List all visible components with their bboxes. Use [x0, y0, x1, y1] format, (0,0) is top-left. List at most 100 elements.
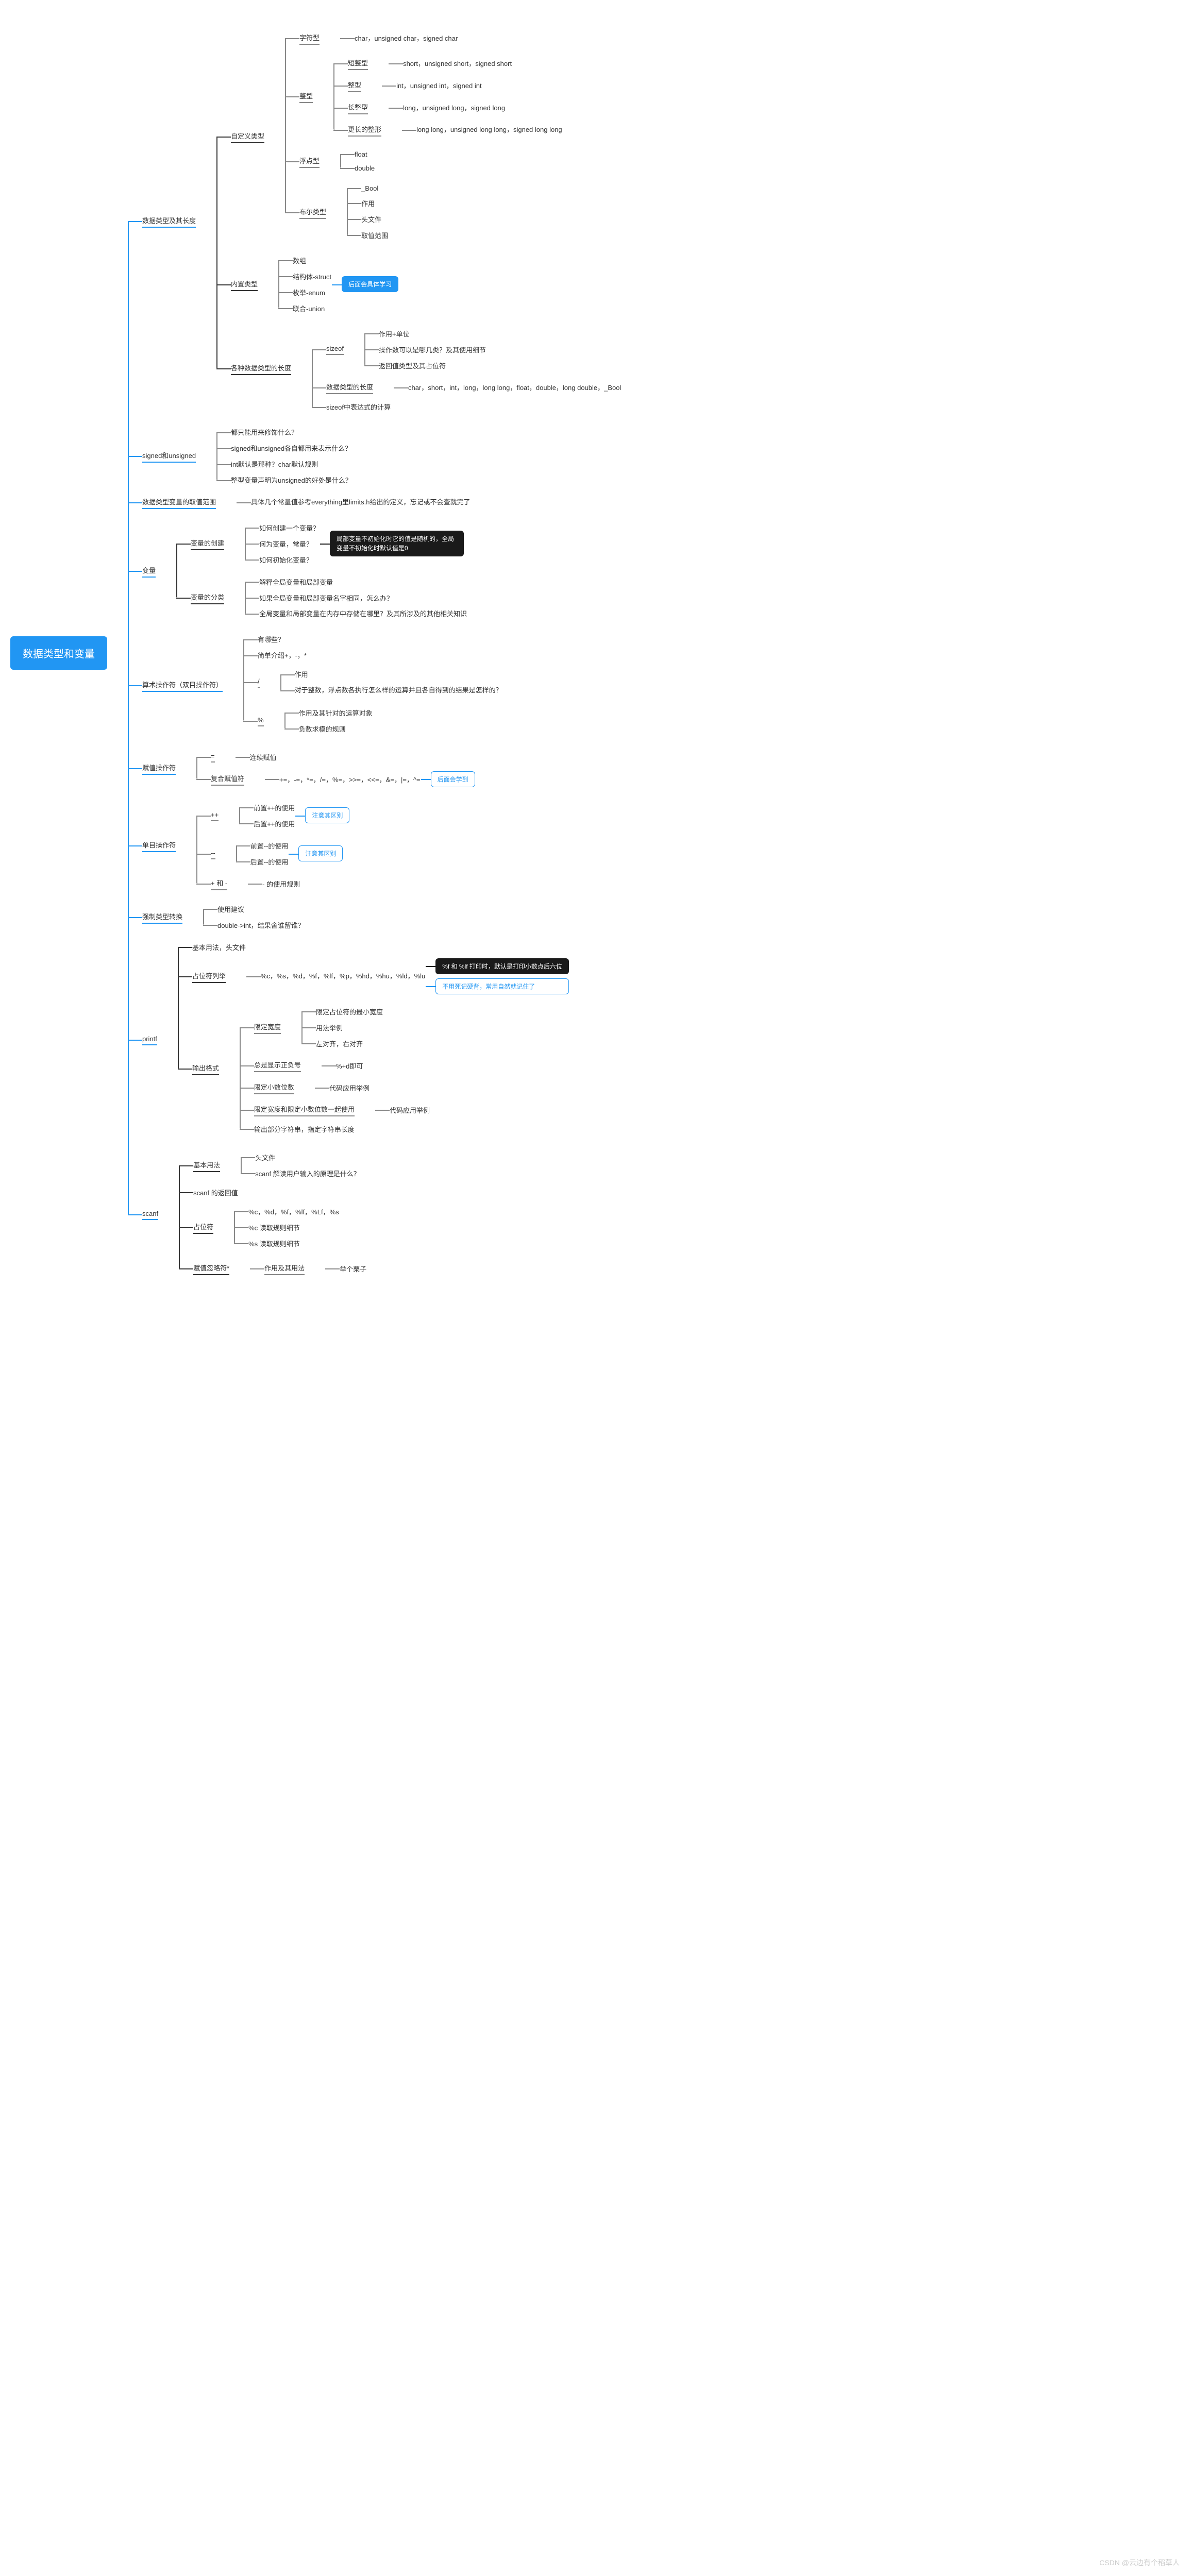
tag-pp-note: 注意其区别 [305, 807, 349, 823]
leaf: %+d即可 [336, 1061, 363, 1071]
node-mm: -- [211, 848, 215, 859]
node-int-type: 整型 [299, 90, 313, 103]
leaf: 使用建议 [217, 905, 244, 914]
node-scanf: scanf [142, 1209, 158, 1220]
node-sc-ig: 赋值忽略符* [193, 1262, 229, 1275]
node-printf: printf [142, 1034, 157, 1045]
tag-mm-note: 注意其区别 [298, 845, 343, 861]
leaf: 解释全局变量和局部变量 [259, 578, 333, 587]
leaf: 头文件 [361, 215, 381, 225]
leaf: long，unsigned long，signed long [403, 103, 505, 113]
node-var: 变量 [142, 564, 156, 578]
leaf: 如何创建一个变量？ [259, 523, 320, 533]
node-assign: 赋值操作符 [142, 761, 176, 775]
leaf: 数组 [293, 256, 306, 266]
leaf: 枚举-enum [293, 288, 325, 298]
leaf: 整型变量声明为unsigned的好处是什么？ [231, 476, 352, 485]
leaf: 用法举例 [316, 1023, 343, 1033]
leaf: long long，unsigned long long，signed long… [416, 125, 562, 134]
leaf: double->int，结果舍谁留谁？ [217, 921, 305, 930]
leaf: - 的使用规则 [262, 879, 300, 889]
node-eq: = [211, 751, 215, 762]
node-mod: % [258, 715, 264, 726]
node-comp: 复合赋值符 [211, 772, 244, 786]
leaf: char，unsigned char，signed char [355, 33, 458, 43]
node-pf-fmt: 输出格式 [192, 1062, 219, 1075]
leaf: 作用及其针对的运算对象 [299, 708, 373, 718]
node-range: 数据类型变量的取值范围 [142, 496, 216, 509]
leaf: 整型 [348, 79, 361, 92]
leaf: 操作数可以是哪几类？及其使用细节 [379, 345, 486, 355]
leaf: 联合-union [293, 304, 325, 314]
leaf: 头文件 [255, 1153, 275, 1163]
leaf: int，unsigned int，signed int [396, 81, 482, 91]
leaf: 连续赋值 [250, 753, 277, 762]
tag-learn-later2: 后面会学到 [431, 771, 475, 787]
leaf: 前置++的使用 [254, 803, 295, 813]
node-pf-wd: 限定宽度和限定小数位数一起使用 [254, 1103, 355, 1116]
leaf: 如何初始化变量？ [259, 555, 313, 565]
leaf: 何为变量，常量？ [259, 539, 313, 549]
leaf: 有哪些？ [258, 635, 284, 645]
level1-list: 数据类型及其长度 自定义类型 字符型 char，unsigned char，si… [107, 21, 621, 1286]
node-custom-type: 自定义类型 [231, 130, 264, 143]
node-pm: + 和 - [211, 877, 227, 890]
leaf: 作用 [295, 670, 308, 680]
leaf: 作用及其用法 [264, 1262, 305, 1275]
leaf: 基本用法，头文件 [192, 943, 246, 953]
leaf: 后置--的使用 [250, 857, 289, 867]
node-datatype-len: 数据类型及其长度 [142, 214, 196, 228]
leaf: 返回值类型及其占位符 [379, 361, 446, 371]
node-signed: signed和unsigned [142, 449, 196, 463]
leaf: %c，%d，%f，%lf，%Lf，%s [248, 1207, 339, 1217]
leaf: 如果全局变量和局部变量名字相同，怎么办？ [259, 594, 393, 603]
leaf: %c 读取规则细节 [248, 1223, 300, 1233]
node-sc-basic: 基本用法 [193, 1159, 220, 1172]
node-pf-ph: 占位符列举 [192, 970, 226, 983]
leaf: +=，-=，*=，/=，%=，>>=，<<=，&=，|=，^= [279, 775, 421, 785]
leaf: 输出部分字符串，指定字符串长度 [254, 1125, 355, 1134]
leaf: %c，%s，%d，%f，%lf，%p，%hd，%hu，%ld，%lu [261, 971, 425, 981]
node-pp: ++ [211, 810, 219, 821]
leaf: %s 读取规则细节 [248, 1239, 300, 1249]
leaf: 简单介绍+，-，* [258, 651, 307, 660]
leaf: scanf 解读用户输入的原理是什么？ [255, 1169, 360, 1179]
leaf: 限定占位符的最小宽度 [316, 1007, 383, 1017]
leaf: scanf 的返回值 [193, 1188, 238, 1198]
leaf: 短整型 [348, 57, 368, 70]
node-sc-ph: 占位符 [193, 1221, 213, 1234]
leaf: 结构体-struct [293, 272, 331, 282]
leaf: 具体几个常量值参考everything里limits.h给出的定义，忘记或不会查… [251, 497, 470, 507]
node-bool-type: 布尔类型 [299, 206, 326, 219]
tag-var-note: 局部变量不初始化时它的值是随机的，全局变量不初始化时默认值是0 [330, 531, 464, 556]
node-arith: 算术操作符（双目操作符） [142, 679, 223, 692]
node-dt-len: 数据类型的长度 [326, 381, 373, 394]
leaf: 对于整数，浮点数各执行怎么样的运算并且各自得到的结果是怎样的？ [295, 685, 502, 695]
leaf: 举个栗子 [340, 1264, 366, 1274]
node-var-create: 变量的创建 [191, 537, 224, 550]
leaf: 左对齐，右对齐 [316, 1039, 363, 1049]
leaf: sizeof中表达式的计算 [326, 402, 391, 412]
leaf: 全局变量和局部变量在内存中存储在哪里？及其所涉及的其他相关知识 [259, 609, 467, 619]
node-builtin-type: 内置类型 [231, 278, 258, 291]
leaf: _Bool [361, 183, 378, 193]
node-var-class: 变量的分类 [191, 591, 224, 604]
mindmap-root: 数据类型和变量 数据类型及其长度 自定义类型 字符型 char，unsigned… [10, 21, 1182, 1286]
node-pf-sign: 总是显示正负号 [254, 1059, 301, 1072]
tag-pf-note2: 不用死记硬背，常用自然就记住了 [435, 978, 569, 994]
leaf: 后置++的使用 [254, 819, 295, 829]
node-float-type: 浮点型 [299, 155, 320, 168]
leaf: double [355, 163, 375, 173]
leaf: char，short，int，long，long long，float，doub… [408, 383, 621, 393]
leaf: 负数求模的规则 [299, 724, 346, 734]
tag-pf-note1: %f 和 %lf 打印时，默认是打印小数点后六位 [435, 958, 569, 974]
leaf: int默认是那种？char默认规则 [231, 460, 318, 469]
leaf: 长整型 [348, 101, 368, 114]
leaf: float [355, 149, 367, 159]
node-sizeof: sizeof [326, 344, 344, 355]
node-unary: 单目操作符 [142, 839, 176, 852]
leaf: signed和unsigned各自都用来表示什么？ [231, 444, 351, 453]
node-pf-dec: 限定小数位数 [254, 1081, 294, 1094]
leaf: short，unsigned short，signed short [403, 59, 512, 69]
node-each-len: 各种数据类型的长度 [231, 362, 291, 375]
